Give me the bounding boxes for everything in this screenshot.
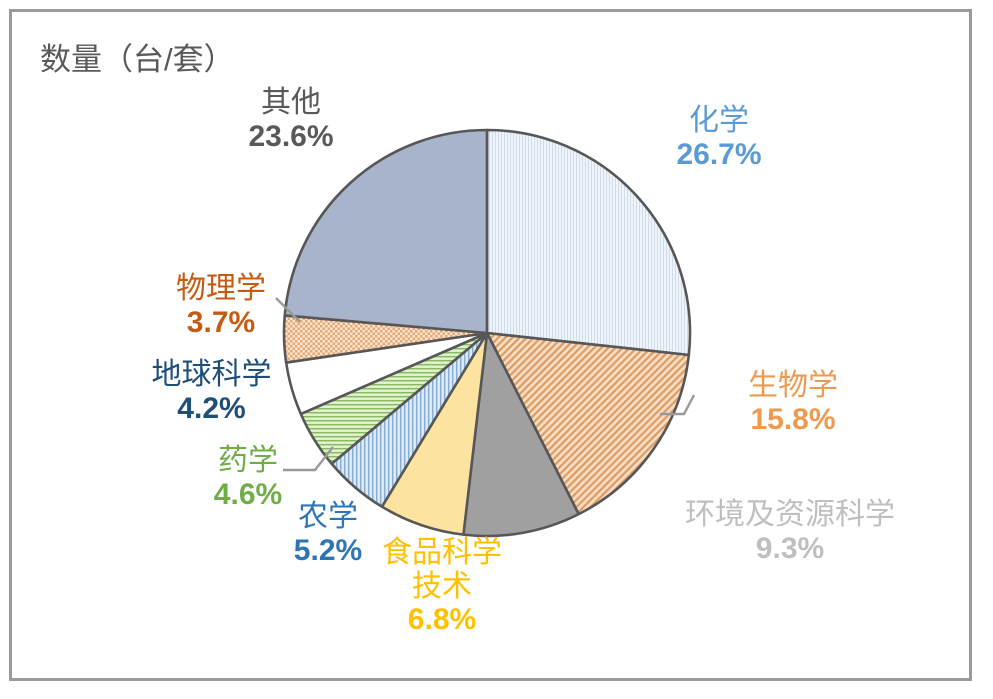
slice-label-chemistry-pct: 26.7% xyxy=(676,137,762,171)
pie-slice xyxy=(283,128,489,335)
slice-label-agriculture: 农学 5.2% xyxy=(258,500,398,567)
slice-label-other: 其他 23.6% xyxy=(196,86,386,153)
slice-label-food-name2: 技术 xyxy=(412,569,472,603)
pie-slice xyxy=(462,331,580,538)
slice-label-earth: 地球科学 4.2% xyxy=(104,358,319,425)
slice-label-food-name: 食品科学 xyxy=(382,536,502,569)
slice-label-food: 食品科学 技术 6.8% xyxy=(352,536,532,637)
slice-label-environment: 环境及资源科学 9.3% xyxy=(630,498,950,565)
slice-label-physics: 物理学 3.7% xyxy=(136,272,306,339)
slice-label-chemistry-name: 化学 xyxy=(689,104,749,137)
slice-label-agriculture-name: 农学 xyxy=(298,500,358,533)
pie-slice xyxy=(485,128,692,357)
slice-label-physics-name: 物理学 xyxy=(176,272,266,305)
slice-label-earth-pct: 4.2% xyxy=(177,391,246,425)
slice-label-environment-name: 环境及资源科学 xyxy=(685,498,895,531)
leader-lines xyxy=(275,297,696,472)
page-title: 数量（台/套） xyxy=(40,42,235,77)
slice-label-pharmacy-name: 药学 xyxy=(218,444,278,477)
slice-label-chemistry: 化学 26.7% xyxy=(624,104,814,171)
slice-label-agriculture-pct: 5.2% xyxy=(293,533,363,567)
slice-label-other-pct: 23.6% xyxy=(248,119,334,153)
leader-line-pharmacy xyxy=(283,446,334,472)
slice-label-earth-name: 地球科学 xyxy=(151,358,272,391)
pie-slice xyxy=(485,331,691,516)
slice-label-biology-name: 生物学 xyxy=(748,369,838,402)
slice-label-biology-pct: 15.8% xyxy=(750,402,836,436)
slice-label-pharmacy-pct: 4.6% xyxy=(213,477,283,511)
pie-slices xyxy=(282,128,692,538)
slice-label-environment-pct: 9.3% xyxy=(755,531,825,565)
slice-label-pharmacy: 药学 4.6% xyxy=(178,444,318,511)
slice-label-other-name: 其他 xyxy=(261,86,321,119)
slice-label-food-pct: 6.8% xyxy=(407,603,477,637)
slice-label-biology: 生物学 15.8% xyxy=(698,369,888,436)
leader-line-physics xyxy=(275,297,301,323)
slice-label-physics-pct: 3.7% xyxy=(186,305,256,339)
leader-line-biology xyxy=(660,394,696,416)
